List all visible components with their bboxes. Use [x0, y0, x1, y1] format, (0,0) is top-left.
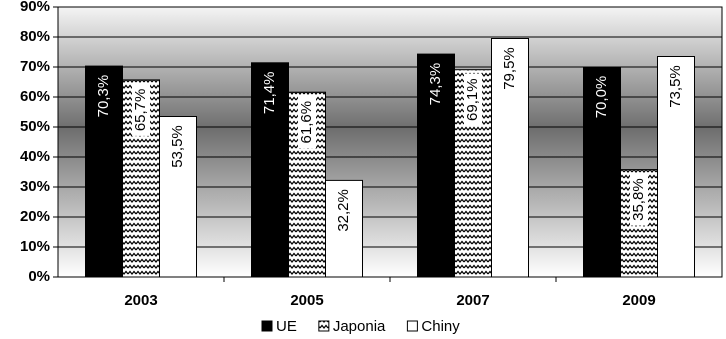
y-tick-label: 30%: [20, 178, 50, 195]
data-label: 65,7%: [132, 89, 149, 132]
y-tick-label: 0%: [28, 268, 50, 285]
y-tick-label: 60%: [20, 88, 50, 105]
y-tick-label: 80%: [20, 28, 50, 45]
legend-swatch: [318, 320, 330, 332]
y-tick-label: 20%: [20, 208, 50, 225]
legend-label: Japonia: [333, 318, 386, 335]
legend-label: Chiny: [421, 318, 460, 335]
y-tick-label: 40%: [20, 148, 50, 165]
bar: [491, 38, 529, 278]
label-box: [132, 83, 150, 136]
bar: [657, 56, 695, 278]
y-tick-label: 90%: [20, 0, 50, 15]
data-label: 53,5%: [169, 125, 186, 168]
bar: [583, 66, 621, 278]
x-tick-label: 2003: [124, 292, 157, 309]
data-label: 73,5%: [667, 65, 684, 108]
label-box: [464, 73, 482, 126]
legend-swatch: [406, 320, 418, 332]
legend-swatch: [261, 320, 273, 332]
bar: [85, 65, 123, 278]
data-label: 74,3%: [427, 63, 444, 106]
label-box: [298, 96, 316, 149]
legend-label: UE: [276, 318, 297, 335]
data-label: 70,0%: [593, 76, 610, 119]
data-label: 32,2%: [335, 189, 352, 232]
x-tick-label: 2009: [622, 292, 655, 309]
bar: [251, 62, 289, 278]
y-tick-label: 50%: [20, 118, 50, 135]
data-label: 35,8%: [630, 178, 647, 221]
data-label: 69,1%: [464, 78, 481, 121]
x-tick-label: 2005: [290, 292, 323, 309]
bar: [417, 53, 455, 278]
x-tick-label: 2007: [456, 292, 489, 309]
data-label: 71,4%: [261, 72, 278, 115]
data-label: 61,6%: [298, 101, 315, 144]
bar: [159, 116, 197, 278]
y-tick-label: 10%: [20, 238, 50, 255]
y-tick-label: 70%: [20, 58, 50, 75]
data-label: 70,3%: [95, 75, 112, 118]
label-box: [630, 173, 648, 226]
bar: [325, 179, 363, 278]
data-label: 79,5%: [501, 47, 518, 90]
